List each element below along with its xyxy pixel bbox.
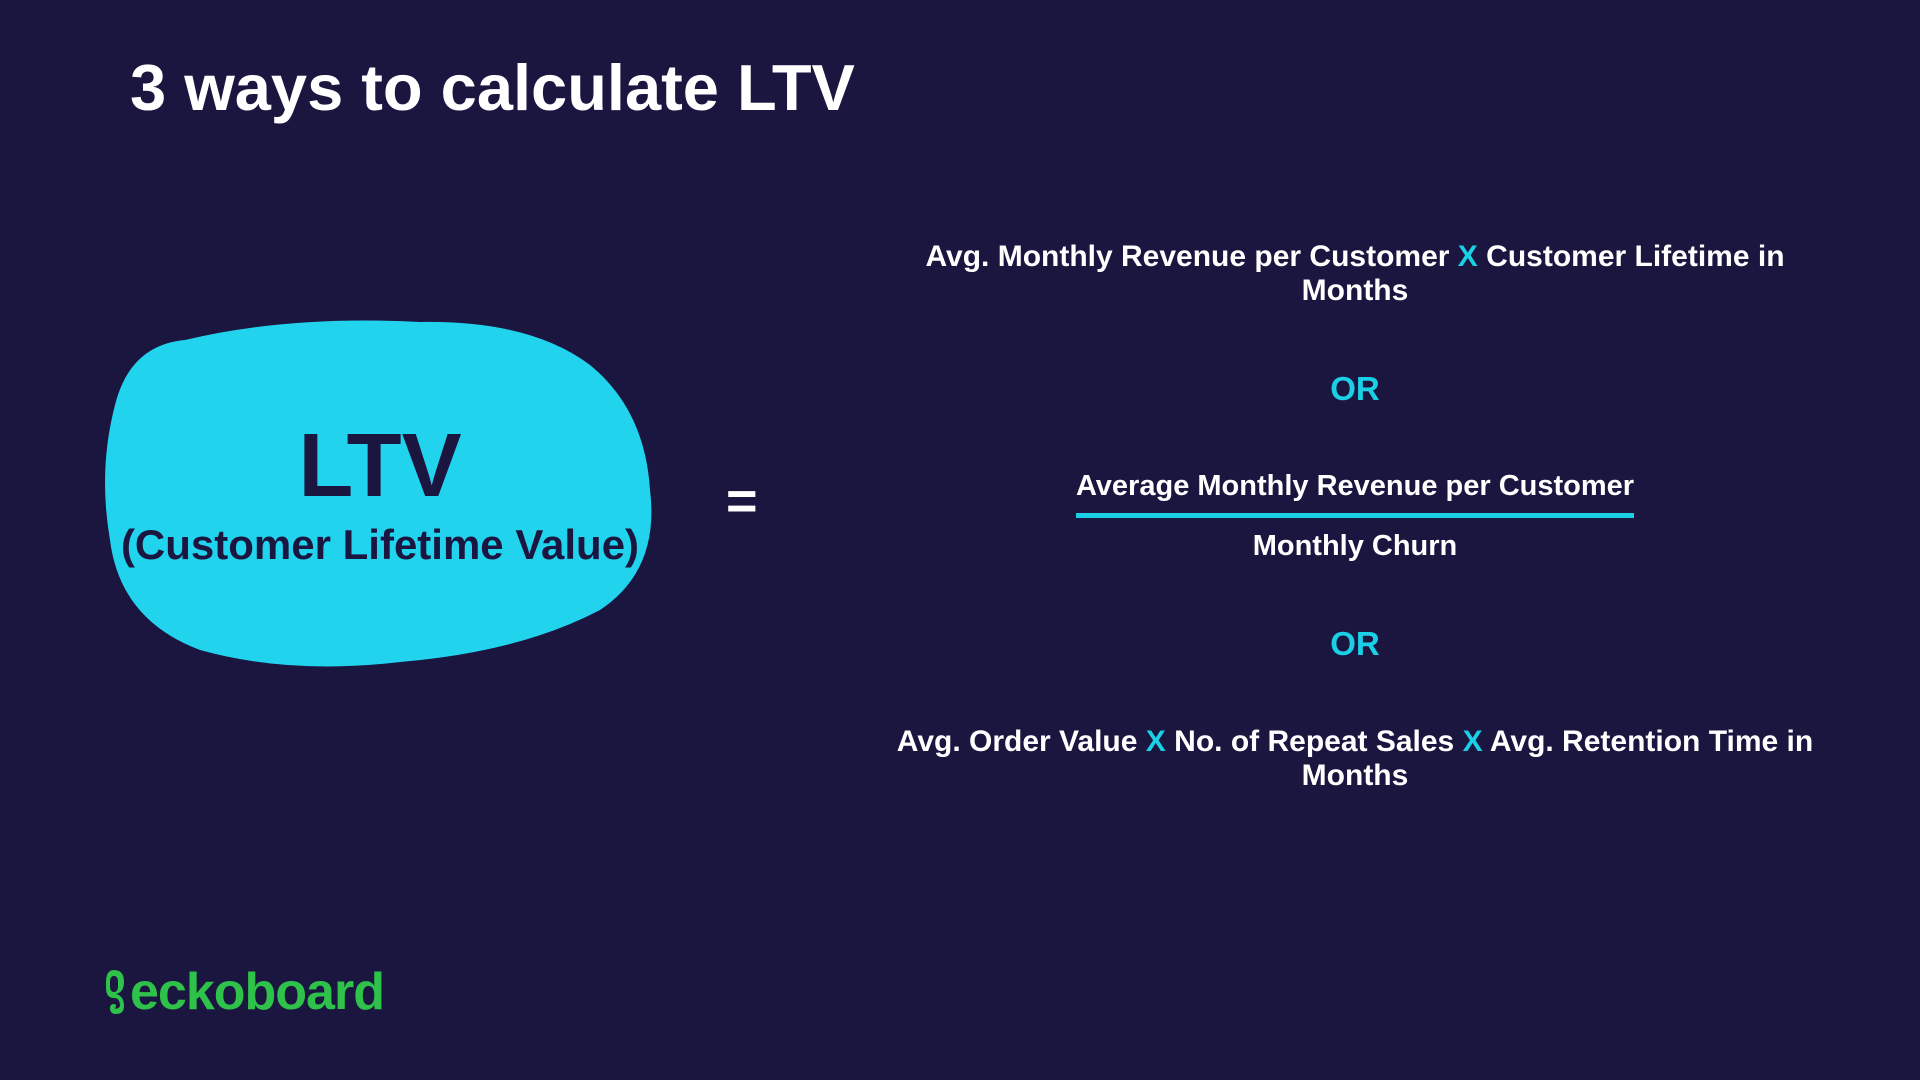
page-title: 3 ways to calculate LTV — [130, 50, 855, 125]
logo-text: eckoboard — [130, 962, 384, 1022]
formula-list: Avg. Monthly Revenue per Customer X Cust… — [870, 240, 1840, 793]
method1-part1: Avg. Monthly Revenue per Customer — [925, 240, 1449, 273]
fraction-block: Average Monthly Revenue per Customer Mon… — [1076, 470, 1634, 563]
method1-operator: X — [1458, 240, 1486, 273]
fraction-numerator: Average Monthly Revenue per Customer — [1076, 470, 1634, 513]
method3-operator-1: X — [1146, 725, 1174, 758]
method3-operator-2: X — [1463, 725, 1490, 758]
method3-part1: Avg. Order Value — [897, 725, 1138, 758]
blob-main-label: LTV — [90, 421, 670, 511]
blob-text-group: LTV (Customer Lifetime Value) — [90, 421, 670, 569]
formula-method-1: Avg. Monthly Revenue per Customer X Cust… — [870, 240, 1840, 308]
fraction-denominator: Monthly Churn — [1076, 518, 1634, 563]
blob-sub-label: (Customer Lifetime Value) — [90, 521, 670, 569]
method3-part2: No. of Repeat Sales — [1174, 725, 1454, 758]
formula-method-3: Avg. Order Value X No. of Repeat Sales X… — [870, 725, 1840, 793]
or-separator-2: OR — [870, 625, 1840, 663]
ltv-blob: LTV (Customer Lifetime Value) — [90, 310, 670, 680]
or-separator-1: OR — [870, 370, 1840, 408]
gecko-icon — [100, 968, 128, 1016]
equals-sign: = — [726, 470, 758, 532]
formula-method-2: Average Monthly Revenue per Customer Mon… — [870, 470, 1840, 563]
brand-logo: eckoboard — [100, 962, 384, 1022]
